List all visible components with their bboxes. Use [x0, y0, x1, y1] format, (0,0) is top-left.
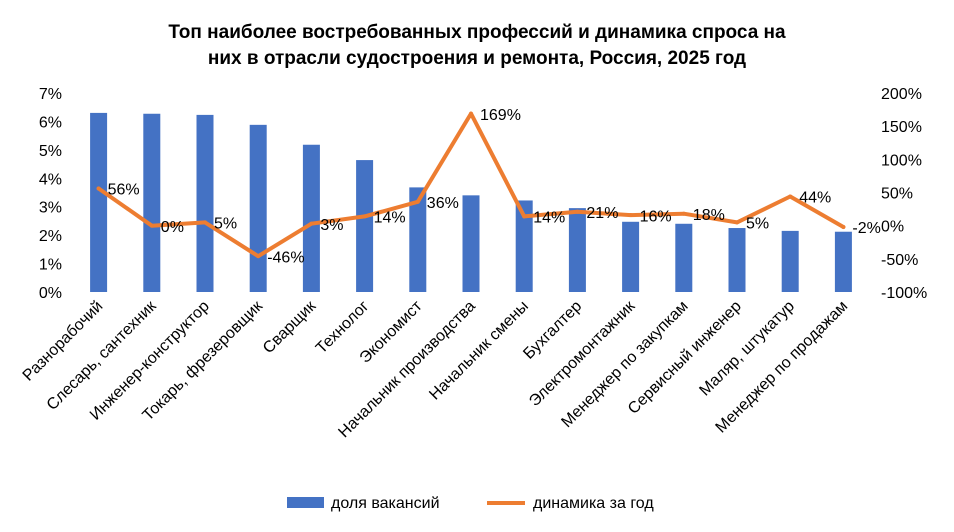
right-tick-label: 200% [881, 86, 922, 103]
bar [781, 230, 799, 292]
bar-series [90, 112, 852, 293]
left-tick-label: 6% [39, 114, 62, 131]
right-tick-label: 50% [881, 186, 913, 203]
chart-title-line-2: них в отрасли судостроения и ремонта, Ро… [208, 48, 746, 69]
bar [728, 228, 746, 292]
line-data-label: 36% [427, 195, 459, 212]
line-data-label: 5% [214, 216, 237, 233]
line-point [681, 211, 686, 216]
bar [568, 208, 586, 292]
line-point [309, 221, 314, 226]
line-data-label: 14% [533, 210, 565, 227]
bar [675, 223, 693, 292]
left-axis-ticks: 0% 1% 2% 3% 4% 5% 6% 7% [39, 86, 62, 302]
bar [622, 221, 640, 292]
left-tick-label: 5% [39, 143, 62, 160]
bar [302, 144, 320, 292]
line-data-label: 21% [586, 205, 618, 222]
left-tick-label: 4% [39, 171, 62, 188]
line-point [522, 214, 527, 219]
line-data-label: 5% [746, 216, 769, 233]
line-data-label: 18% [693, 207, 725, 224]
line-data-label: 169% [480, 107, 521, 124]
bar [143, 113, 161, 292]
legend-label-bar: доля вакансий [331, 495, 440, 512]
left-tick-label: 3% [39, 200, 62, 217]
line-point [415, 199, 420, 204]
line-point [841, 224, 846, 229]
bar [196, 114, 214, 292]
line-data-labels: 56% 0% 5% -46% 3% 14% 36% 169% 14% 21% 16% 18% 5% 44%… [108, 107, 881, 267]
line-point [362, 214, 367, 219]
left-tick-label: 7% [39, 86, 62, 103]
bar [249, 124, 267, 292]
right-tick-label: 0% [881, 219, 904, 236]
line-data-label: 3% [320, 217, 343, 234]
left-tick-label: 2% [39, 228, 62, 245]
line-data-label: 16% [640, 208, 672, 225]
line-point [575, 209, 580, 214]
category-label: Маляр, штукатур [696, 298, 798, 400]
bar [356, 160, 374, 292]
line-data-label: -2% [852, 220, 880, 237]
right-tick-label: -100% [881, 285, 927, 302]
left-tick-label: 0% [39, 285, 62, 302]
legend-swatch-bar [287, 497, 324, 508]
bar [90, 112, 108, 293]
line-data-label: 44% [799, 190, 831, 207]
line-data-label: 0% [161, 219, 184, 236]
category-label: Сварщик [260, 297, 320, 357]
right-tick-label: 150% [881, 119, 922, 136]
legend-label-line: динамика за год [533, 495, 654, 512]
line-point [149, 223, 154, 228]
category-label: Начальник смены [426, 298, 532, 404]
line-point [256, 254, 261, 259]
line-point [469, 111, 473, 116]
line-point [96, 186, 101, 191]
line-data-label: 14% [374, 210, 406, 227]
bar [462, 195, 480, 292]
right-tick-label: 100% [881, 152, 922, 169]
right-axis-ticks: -100% -50% 0% 50% 100% 150% 200% [881, 86, 927, 302]
category-label: Электромонтажник [526, 297, 639, 410]
line-series [96, 111, 846, 259]
line-point [628, 213, 633, 218]
line-data-label: -46% [267, 249, 304, 266]
left-tick-label: 1% [39, 257, 62, 274]
chart-title-line-1: Топ наиболее востребованных профессий и … [168, 22, 786, 43]
bar [834, 231, 852, 292]
right-tick-label: -50% [881, 252, 918, 269]
legend: доля вакансий динамика за год [287, 495, 654, 512]
line-point [203, 220, 207, 225]
line-point [788, 194, 793, 199]
line-data-label: 56% [108, 182, 140, 199]
bar [515, 200, 533, 292]
line-point [735, 220, 739, 225]
bar [409, 187, 427, 292]
